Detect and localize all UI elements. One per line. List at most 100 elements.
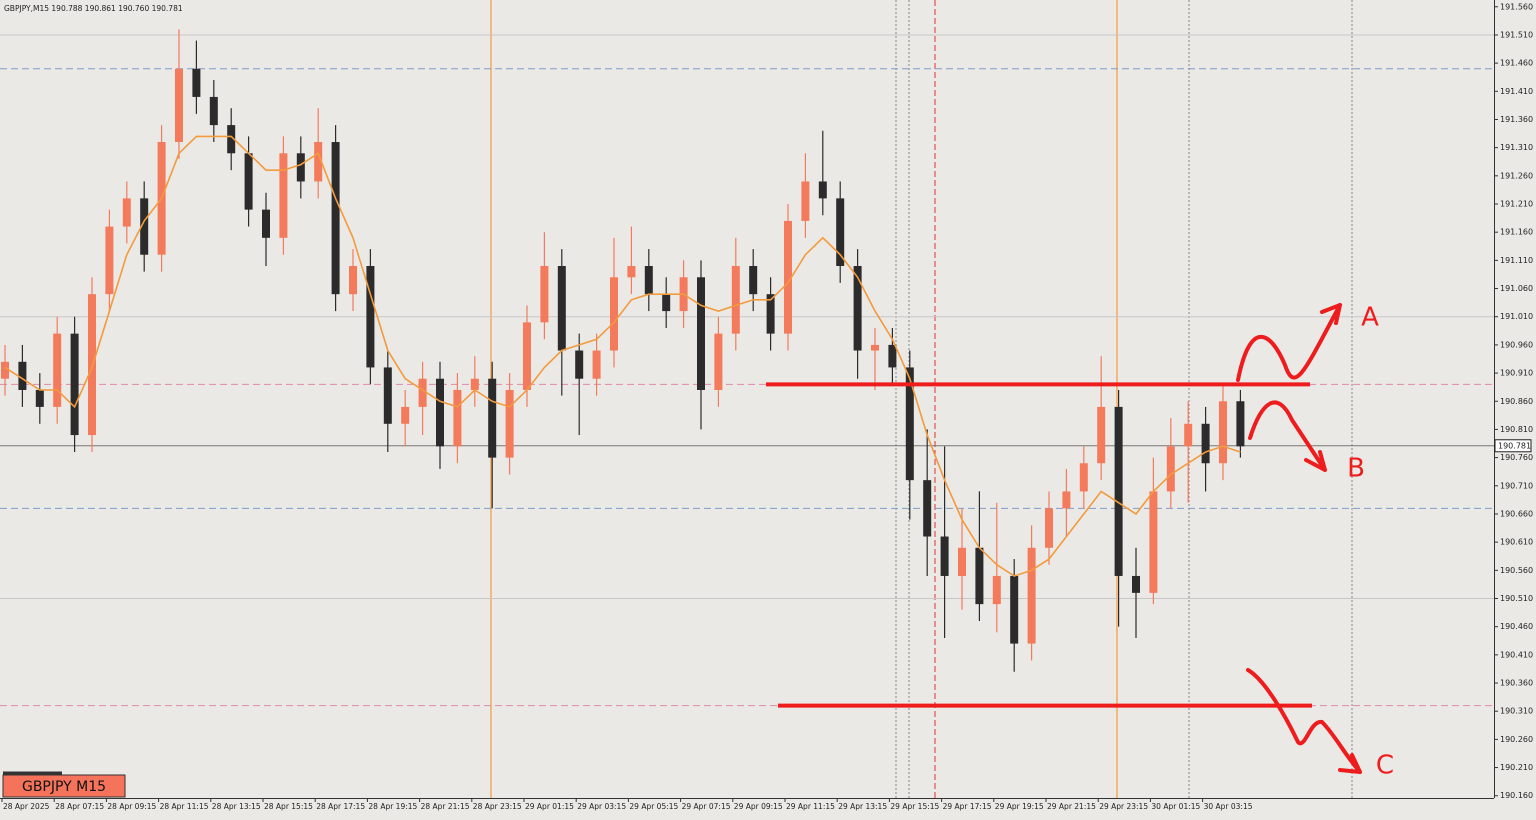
scenario-arrow: [1236, 303, 1342, 382]
x-tick-label: 28 Apr 15:15: [264, 802, 313, 811]
candle-body: [992, 575, 1001, 605]
candle-body: [1132, 575, 1140, 593]
candle-body: [766, 294, 775, 334]
candle-body: [1045, 508, 1053, 548]
x-tick-label: 29 Apr 03:15: [577, 802, 626, 811]
candle-body: [488, 378, 497, 458]
y-tick-label: 190.560: [1500, 566, 1533, 575]
candle-body: [279, 153, 288, 238]
x-tick-label: 28 Apr 11:15: [160, 802, 209, 811]
candle-body: [314, 142, 323, 182]
y-tick-label: 191.110: [1500, 256, 1533, 265]
y-tick-label: 190.410: [1500, 650, 1533, 659]
scenario-arrow: [1246, 668, 1362, 774]
candle-body: [1219, 401, 1227, 464]
y-tick-label: 191.360: [1500, 115, 1533, 124]
candle-body: [35, 389, 44, 407]
x-tick-label: 29 Apr 13:15: [838, 802, 887, 811]
candle-body: [436, 378, 444, 447]
annotations: A B C: [766, 303, 1394, 781]
y-tick-label: 190.360: [1500, 679, 1533, 688]
scenario-arrow: [1248, 400, 1327, 472]
candle-body: [975, 547, 984, 605]
candle-body: [88, 294, 96, 436]
candle-body: [453, 389, 462, 447]
x-tick-label: 29 Apr 17:15: [943, 802, 992, 811]
y-tick-label: 191.410: [1500, 87, 1533, 96]
candle-body: [1114, 406, 1123, 576]
candle-body: [1184, 423, 1193, 447]
y-tick-label: 190.860: [1500, 397, 1533, 406]
candle-body: [836, 198, 845, 266]
candle-body: [905, 367, 914, 481]
y-tick-label: 191.160: [1500, 228, 1533, 237]
candle-body: [662, 294, 671, 312]
candle-body: [1079, 463, 1088, 492]
candle-body: [523, 322, 531, 390]
y-tick-label: 190.910: [1500, 369, 1533, 378]
x-tick-label: 28 Apr 13:15: [212, 802, 261, 811]
candle-body: [644, 266, 653, 295]
candle-body: [383, 367, 392, 424]
candle-body: [627, 266, 636, 278]
candle-body: [731, 266, 740, 334]
candle-body: [175, 68, 183, 143]
candle-body: [714, 333, 723, 390]
x-tick-label: 28 Apr 21:15: [421, 802, 470, 811]
chart-title: GBPJPY,M15 190.788 190.861 190.760 190.7…: [4, 4, 183, 13]
x-tick-label: 29 Apr 11:15: [786, 802, 835, 811]
y-tick-label: 190.460: [1500, 622, 1533, 631]
x-tick-label: 28 Apr 19:15: [368, 802, 417, 811]
candle-body: [122, 198, 131, 227]
candle-body: [1062, 491, 1071, 509]
candle-body: [853, 266, 862, 351]
candle-body: [1236, 401, 1245, 447]
x-tick-label: 30 Apr 01:15: [1151, 802, 1200, 811]
y-tick-label: 190.960: [1500, 340, 1533, 349]
scenario-label: A: [1361, 303, 1379, 333]
candle-body: [192, 68, 201, 97]
candle-body: [401, 406, 410, 424]
candle-body: [1166, 446, 1175, 492]
x-tick-label: 29 Apr 23:15: [1099, 802, 1148, 811]
y-tick-label: 190.310: [1500, 707, 1533, 716]
candle-body: [801, 181, 810, 221]
y-tick-label: 190.260: [1500, 735, 1533, 744]
candle-body: [366, 266, 375, 368]
last-price-box: [1494, 439, 1532, 453]
y-tick-label: 191.260: [1500, 171, 1533, 180]
candle-body: [818, 181, 827, 199]
candle-body: [749, 266, 758, 295]
candle-body: [227, 125, 236, 154]
scenario-label: C: [1376, 751, 1394, 781]
x-tick-label: 28 Apr 07:15: [55, 802, 104, 811]
y-tick-label: 190.160: [1500, 791, 1533, 800]
y-tick-label: 191.460: [1500, 59, 1533, 68]
y-tick-label: 191.510: [1500, 30, 1533, 39]
candle-body: [18, 361, 27, 390]
x-tick-label: 28 Apr 09:15: [107, 802, 156, 811]
x-tick-label: 29 Apr 07:15: [682, 802, 731, 811]
y-tick-label: 190.610: [1500, 538, 1533, 547]
x-tick-label: 29 Apr 21:15: [1047, 802, 1096, 811]
y-tick-label: 191.560: [1500, 2, 1533, 11]
candle-body: [262, 209, 270, 238]
y-tick-label: 190.810: [1500, 425, 1533, 434]
scenario-label: B: [1347, 454, 1365, 484]
y-tick-label: 191.010: [1500, 312, 1533, 321]
y-tick-label: 190.660: [1500, 509, 1533, 518]
candle-body: [940, 536, 949, 576]
candle-body: [53, 333, 62, 407]
candle-body: [140, 198, 149, 255]
candle-body: [923, 480, 932, 537]
x-tick-label: 29 Apr 01:15: [525, 802, 574, 811]
x-tick-label: 30 Apr 03:15: [1204, 802, 1253, 811]
candle-body: [697, 277, 705, 390]
x-tick-label: 28 Apr 2025: [3, 802, 50, 811]
y-tick-label: 190.760: [1500, 453, 1533, 462]
candle-body: [557, 266, 566, 351]
candle-body: [1149, 491, 1158, 593]
candle-body: [70, 333, 79, 436]
